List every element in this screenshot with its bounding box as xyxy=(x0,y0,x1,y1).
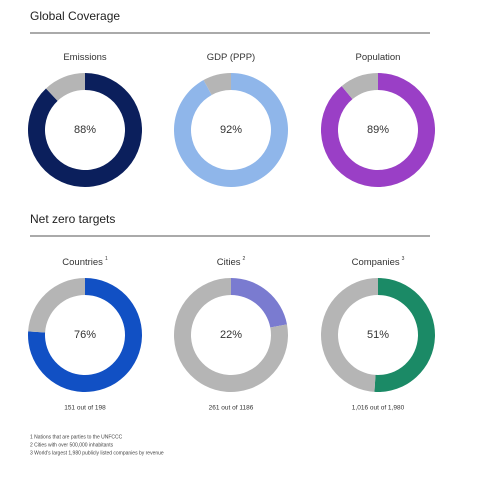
chart-title: Emissions xyxy=(63,52,107,63)
donut-segment xyxy=(28,278,85,333)
chart-title-text: Countries xyxy=(62,257,103,268)
chart-title: Population xyxy=(356,52,401,63)
footnote-marker: 2 xyxy=(242,256,245,262)
donut-segment xyxy=(45,73,85,101)
chart-title: Cities 2 xyxy=(217,256,246,267)
center-label: 22% xyxy=(220,329,242,341)
donut-segment xyxy=(174,278,289,393)
caption: 261 out of 1186 xyxy=(209,405,254,412)
donut-segment xyxy=(341,73,378,100)
donut-segment xyxy=(203,73,231,95)
donut-segment xyxy=(321,73,436,188)
footnote-marker: 3 xyxy=(402,256,405,262)
center-label: 92% xyxy=(220,124,242,136)
footnote: 3 World's largest 1,980 publicly listed … xyxy=(30,450,164,456)
donut-segment xyxy=(27,278,143,392)
footnote: 2 Cities with over 500,000 inhabitants xyxy=(30,442,114,448)
section-heading: Global Coverage xyxy=(30,9,120,23)
footnote: 1 Nations that are parties to the UNFCCC xyxy=(30,434,123,440)
chart-title-text: Emissions xyxy=(63,52,107,63)
caption: 151 out of 198 xyxy=(64,405,106,412)
chart-title-text: Population xyxy=(356,52,401,63)
chart-title-text: Cities xyxy=(217,257,241,268)
donut-segment xyxy=(374,278,436,392)
donut-segment xyxy=(231,278,287,328)
section-heading: Net zero targets xyxy=(30,212,115,226)
chart-title: Companies 3 xyxy=(352,256,405,267)
center-label: 51% xyxy=(367,329,389,341)
center-label: 88% xyxy=(74,124,96,136)
chart-title-text: Companies xyxy=(352,257,400,268)
footnote-marker: 1 xyxy=(105,256,108,262)
chart-title: GDP (PPP) xyxy=(207,52,255,63)
donut-segment xyxy=(321,278,378,392)
donut-segment xyxy=(174,73,288,187)
center-label: 89% xyxy=(367,124,389,136)
center-label: 76% xyxy=(74,329,96,341)
chart-title-text: GDP (PPP) xyxy=(207,52,255,63)
chart-title: Countries 1 xyxy=(62,256,108,267)
caption: 1,016 out of 1,980 xyxy=(352,405,405,412)
donut-segment xyxy=(28,73,143,187)
